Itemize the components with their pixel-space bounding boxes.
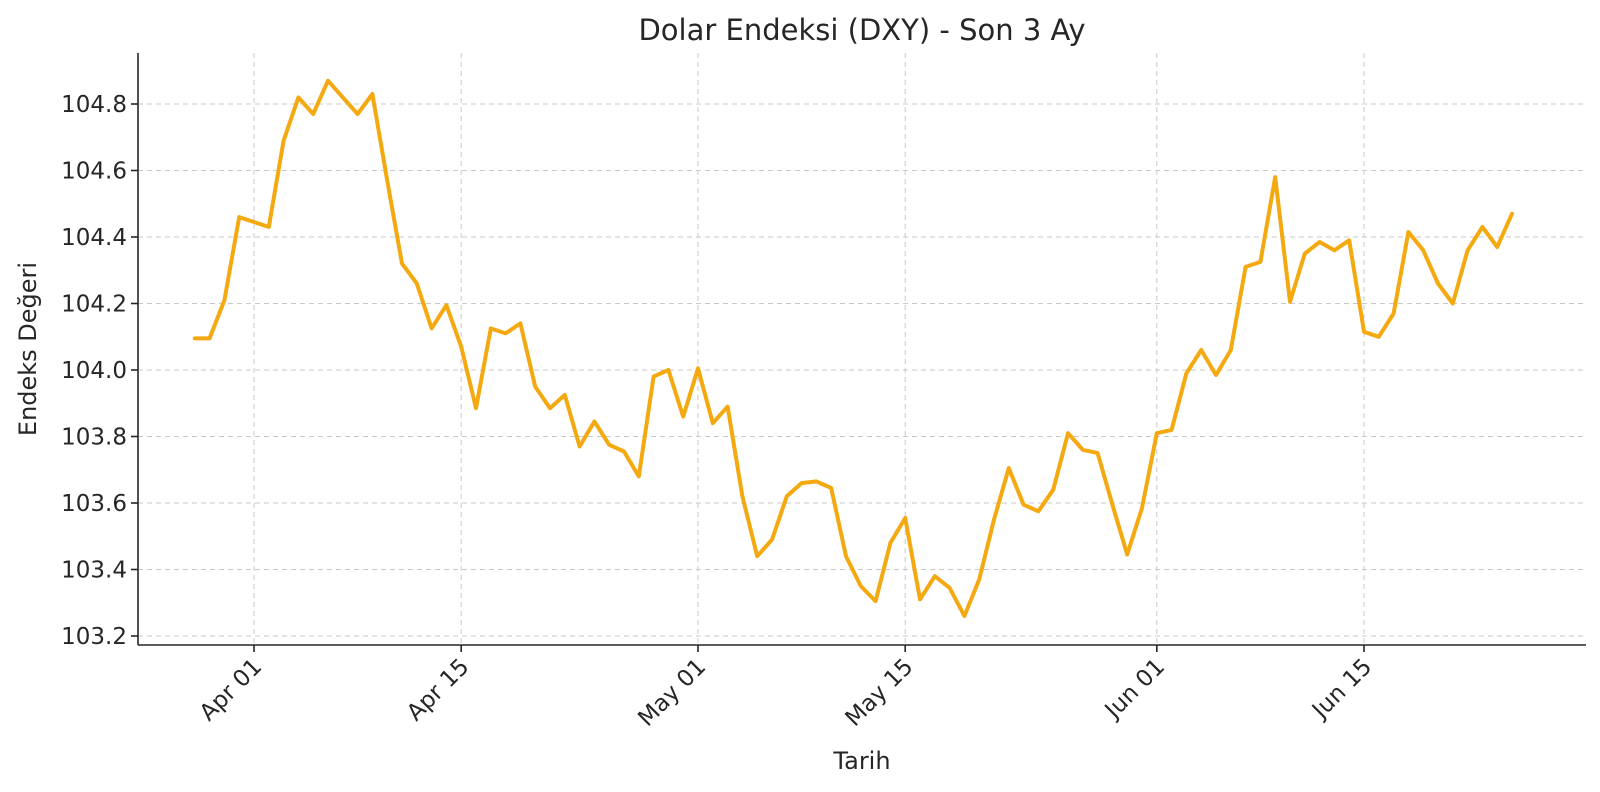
y-tick-label: 104.8 xyxy=(61,92,127,118)
x-tick-label: Jun 15 xyxy=(1306,654,1377,725)
y-tick-label: 103.8 xyxy=(61,425,127,451)
y-tick-label: 104.6 xyxy=(61,159,127,185)
y-tick-label: 103.4 xyxy=(61,558,127,584)
chart-title: Dolar Endeksi (DXY) - Son 3 Ay xyxy=(638,13,1085,47)
x-tick-label: May 01 xyxy=(633,654,711,732)
x-axis-label: Tarih xyxy=(832,747,890,775)
y-tick-label: 104.2 xyxy=(61,292,127,318)
y-tick-label: 104.4 xyxy=(61,225,127,251)
y-tick-label: 103.6 xyxy=(61,491,127,517)
y-axis-label: Endeks Değeri xyxy=(14,262,42,436)
x-tick-label: Jun 01 xyxy=(1099,654,1170,725)
grid-layer xyxy=(138,53,1586,645)
x-tick-label: May 15 xyxy=(841,654,919,732)
y-tick-label: 103.2 xyxy=(61,624,127,650)
series-line xyxy=(192,78,1514,618)
y-tick-label: 104.0 xyxy=(61,358,127,384)
x-tick-label: Apr 15 xyxy=(402,654,474,726)
x-tick-label: Apr 01 xyxy=(195,654,267,726)
